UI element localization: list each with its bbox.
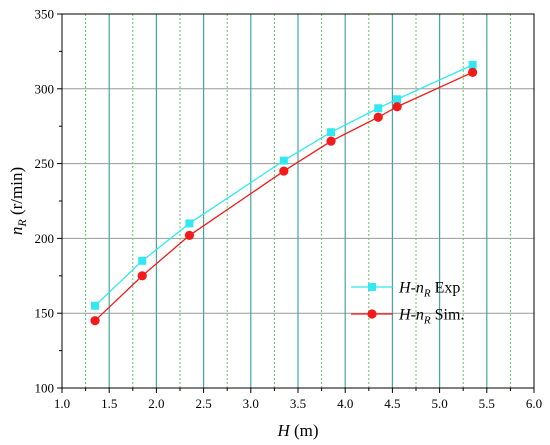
data-point-circle <box>468 67 478 77</box>
y-tick-label: 350 <box>35 7 55 22</box>
ticks: 1.0 1.5 2.0 2.5 3.0 3.5 4.0 4.5 5.0 5.5 6.0 100 150 2… <box>35 7 543 412</box>
x-tick-label: 3.5 <box>290 396 306 411</box>
data-point-square <box>185 219 194 228</box>
data-point-square <box>91 301 100 310</box>
y-tick-label: 100 <box>35 381 55 396</box>
x-tick-label: 4.5 <box>384 396 400 411</box>
legend-marker <box>367 309 377 319</box>
data-point-square <box>468 60 477 69</box>
x-tick-label: 2.5 <box>195 396 211 411</box>
data-point-circle <box>279 166 289 176</box>
data-point-square <box>374 104 383 113</box>
x-tick-label: 3.0 <box>243 396 259 411</box>
data-point-circle <box>326 136 336 146</box>
data-point-circle <box>184 230 195 241</box>
grid <box>62 14 534 388</box>
y-axis-label: nR (r/min) <box>7 167 29 235</box>
y-tick-label: 300 <box>35 81 55 96</box>
x-tick-label: 1.0 <box>54 396 70 411</box>
data-point-circle <box>90 316 100 326</box>
legend-label: H-nR Exp <box>398 280 460 300</box>
x-tick-label: 5.0 <box>431 396 447 411</box>
x-tick-label: 4.0 <box>337 396 353 411</box>
data-point-square <box>327 128 336 137</box>
x-tick-label: 6.0 <box>526 396 542 411</box>
series-line <box>94 64 473 307</box>
data-point-circle <box>137 271 147 281</box>
y-tick-label: 250 <box>35 156 55 171</box>
series-layer <box>90 60 478 326</box>
data-point-square <box>279 156 288 165</box>
x-tick-label: 1.5 <box>101 396 117 411</box>
legend-label: H-nR Sim. <box>398 307 464 327</box>
y-tick-label: 200 <box>35 231 55 246</box>
data-point-circle <box>373 112 383 122</box>
legend: H-nR Exp H-nR Sim. <box>351 280 464 327</box>
legend-marker <box>368 283 376 291</box>
data-point-circle <box>392 102 402 112</box>
x-tick-label: 2.0 <box>148 396 164 411</box>
x-axis-label: H (m) <box>276 421 318 440</box>
x-tick-label: 5.5 <box>479 396 495 411</box>
data-point-square <box>138 256 147 265</box>
data-point-square <box>393 95 402 104</box>
y-tick-label: 150 <box>35 306 55 321</box>
